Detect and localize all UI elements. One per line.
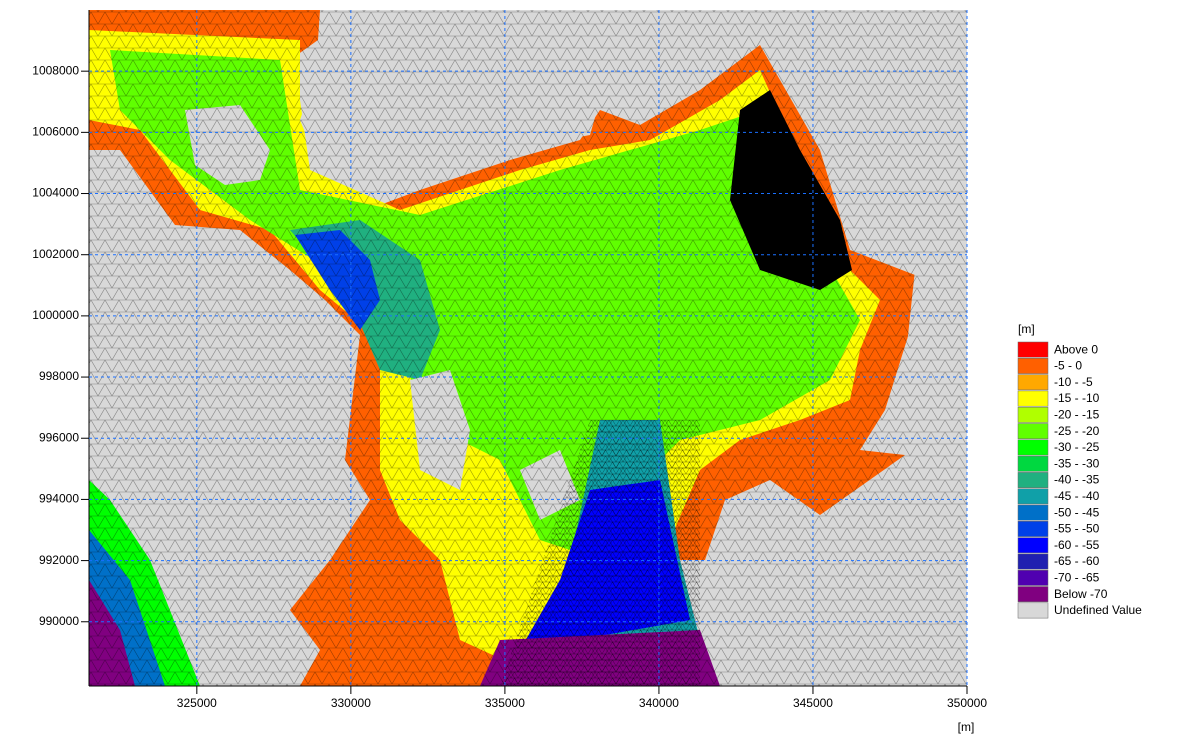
legend-swatch	[1018, 570, 1048, 585]
legend-label: -25 - -20	[1054, 424, 1100, 438]
y-tick-label: 1002000	[32, 247, 79, 261]
y-tick-label: 998000	[39, 369, 79, 383]
legend-label: -30 - -25	[1054, 440, 1100, 454]
y-tick-label: 996000	[39, 430, 79, 444]
legend-label: -70 - -65	[1054, 571, 1100, 585]
legend-swatch	[1018, 358, 1048, 373]
legend-swatch	[1018, 587, 1048, 602]
map-mesh	[89, 10, 967, 686]
y-tick-label: 992000	[39, 553, 79, 567]
x-tick-label: 335000	[485, 696, 525, 710]
legend-swatch	[1018, 505, 1048, 520]
legend-swatch	[1018, 554, 1048, 569]
x-tick-label: 325000	[177, 696, 217, 710]
legend-swatch	[1018, 391, 1048, 406]
legend-swatch	[1018, 342, 1048, 357]
x-tick-label: 340000	[639, 696, 679, 710]
mesh-lines	[89, 10, 967, 686]
legend-swatch	[1018, 538, 1048, 553]
legend-label: -5 - 0	[1054, 359, 1082, 373]
legend-label: Below -70	[1054, 587, 1108, 601]
legend-swatch	[1018, 456, 1048, 471]
legend-label: Undefined Value	[1054, 603, 1142, 617]
y-tick-label: 1008000	[32, 63, 79, 77]
legend-swatch	[1018, 472, 1048, 487]
y-tick-label: 990000	[39, 614, 79, 628]
x-tick-label: 345000	[793, 696, 833, 710]
legend-label: -50 - -45	[1054, 505, 1100, 519]
y-tick-label: 1006000	[32, 125, 79, 139]
legend-swatch	[1018, 440, 1048, 455]
legend-swatch	[1018, 489, 1048, 504]
x-axis-unit: [m]	[958, 720, 975, 734]
legend-label: -55 - -50	[1054, 522, 1100, 536]
legend-title: [m]	[1018, 322, 1035, 336]
x-tick-label: 350000	[947, 696, 987, 710]
legend-label: -35 - -30	[1054, 456, 1100, 470]
legend-label: -10 - -5	[1054, 375, 1093, 389]
y-tick-label: 1000000	[32, 308, 79, 322]
legend-label: -65 - -60	[1054, 554, 1100, 568]
legend-swatch	[1018, 424, 1048, 439]
legend-label: -40 - -35	[1054, 473, 1100, 487]
legend-swatch	[1018, 375, 1048, 390]
legend-swatch	[1018, 407, 1048, 422]
legend-label: -45 - -40	[1054, 489, 1100, 503]
page: [m] [m] 325000 330000 335000 340000 345000 35…	[0, 0, 1184, 738]
legend-swatch	[1018, 603, 1048, 618]
legend-label: -15 - -10	[1054, 391, 1100, 405]
legend-swatch	[1018, 521, 1048, 536]
x-tick-label: 330000	[331, 696, 371, 710]
y-tick-label: 994000	[39, 492, 79, 506]
legend-label: Above 0	[1054, 342, 1098, 356]
y-tick-label: 1004000	[32, 186, 79, 200]
legend-label: -20 - -15	[1054, 408, 1100, 422]
legend-label: -60 - -55	[1054, 538, 1100, 552]
